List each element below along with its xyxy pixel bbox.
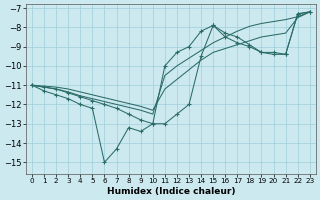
X-axis label: Humidex (Indice chaleur): Humidex (Indice chaleur) <box>107 187 235 196</box>
